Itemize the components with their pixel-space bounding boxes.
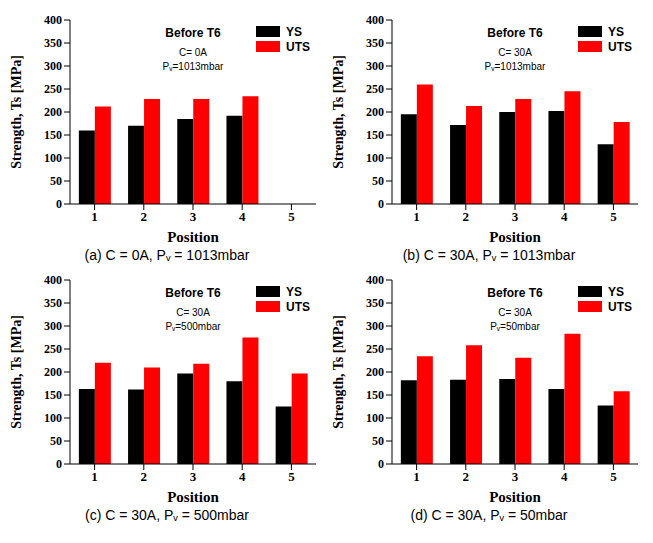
svg-text:400: 400 (44, 13, 62, 27)
svg-text:250: 250 (44, 342, 62, 356)
svg-text:1: 1 (91, 209, 98, 224)
html-text:UTS: UTS (608, 299, 632, 314)
svg-text:2: 2 (141, 209, 148, 224)
html-text:UTS: UTS (286, 39, 310, 54)
svg-text:Position: Position (167, 229, 219, 244)
svg-text:50: 50 (50, 434, 62, 448)
svg-text:50: 50 (372, 434, 384, 448)
svg-text:350: 350 (366, 296, 384, 310)
svg-text:Strength, Ts [MPa]: Strength, Ts [MPa] (9, 315, 24, 429)
html-text:C= 0A: C= 0A (179, 47, 207, 58)
html-text:(b) C = 30A, Pᵥ = 1013mbar: (b) C = 30A, Pᵥ = 1013mbar (402, 247, 576, 263)
svg-text:4: 4 (239, 209, 246, 224)
html-text:(a) C = 0A, Pᵥ = 1013mbar: (a) C = 0A, Pᵥ = 1013mbar (84, 247, 250, 263)
svg-text:400: 400 (366, 13, 384, 27)
svg-text:300: 300 (44, 319, 62, 333)
svg-text:200: 200 (366, 105, 384, 119)
html-text:YS: YS (608, 24, 624, 39)
svg-text:Strength, Ts [MPa]: Strength, Ts [MPa] (9, 55, 24, 169)
svg-text:250: 250 (44, 82, 62, 96)
svg-text:1: 1 (91, 469, 98, 484)
svg-text:250: 250 (366, 342, 384, 356)
html-text:C= 30A: C= 30A (498, 47, 532, 58)
svg-text:300: 300 (44, 59, 62, 73)
svg-text:4: 4 (561, 469, 568, 484)
svg-text:1: 1 (413, 209, 420, 224)
svg-text:350: 350 (44, 36, 62, 50)
html-text:YS: YS (286, 24, 302, 39)
svg-text:2: 2 (463, 209, 470, 224)
html-text:UTS: UTS (286, 299, 310, 314)
svg-text:100: 100 (44, 151, 62, 165)
svg-text:200: 200 (366, 365, 384, 379)
svg-text:4: 4 (561, 209, 568, 224)
svg-text:50: 50 (50, 174, 62, 188)
svg-text:0: 0 (56, 197, 62, 211)
svg-text:100: 100 (366, 151, 384, 165)
svg-text:3: 3 (512, 209, 519, 224)
html-text:C= 30A: C= 30A (498, 307, 532, 318)
svg-text:3: 3 (190, 209, 197, 224)
svg-text:0: 0 (56, 457, 62, 471)
svg-text:Position: Position (167, 489, 219, 504)
svg-text:1: 1 (413, 469, 420, 484)
html-text:Before T6: Before T6 (165, 286, 221, 300)
svg-text:Strength, Ts [MPa]: Strength, Ts [MPa] (331, 315, 346, 429)
html-text:Pᵥ=1013mbar: Pᵥ=1013mbar (162, 61, 224, 72)
html-text:YS: YS (286, 284, 302, 299)
svg-text:300: 300 (366, 319, 384, 333)
svg-text:5: 5 (288, 469, 295, 484)
svg-text:400: 400 (366, 273, 384, 287)
svg-text:5: 5 (610, 209, 617, 224)
svg-text:Strength, Ts [MPa]: Strength, Ts [MPa] (331, 55, 346, 169)
html-text:Before T6: Before T6 (487, 286, 543, 300)
svg-text:0: 0 (378, 197, 384, 211)
svg-text:100: 100 (366, 411, 384, 425)
html-text:(c) C = 30A, Pᵥ = 500mbar: (c) C = 30A, Pᵥ = 500mbar (85, 507, 249, 523)
svg-text:200: 200 (44, 105, 62, 119)
html-text:Before T6: Before T6 (487, 26, 543, 40)
svg-text:150: 150 (366, 388, 384, 402)
html-text:Pᵥ=1013mbar: Pᵥ=1013mbar (484, 61, 546, 72)
svg-text:Position: Position (489, 229, 541, 244)
svg-text:400: 400 (44, 273, 62, 287)
svg-text:5: 5 (288, 209, 295, 224)
html-text:UTS: UTS (608, 39, 632, 54)
svg-text:5: 5 (610, 469, 617, 484)
html-text:C= 30A: C= 30A (176, 307, 210, 318)
svg-text:350: 350 (44, 296, 62, 310)
svg-text:3: 3 (512, 469, 519, 484)
svg-text:3: 3 (190, 469, 197, 484)
html-text:Pᵥ=50mbar: Pᵥ=50mbar (490, 321, 540, 332)
svg-text:350: 350 (366, 36, 384, 50)
svg-text:2: 2 (463, 469, 470, 484)
html-text:YS: YS (608, 284, 624, 299)
svg-text:4: 4 (239, 469, 246, 484)
svg-text:2: 2 (141, 469, 148, 484)
svg-text:Position: Position (489, 489, 541, 504)
svg-text:100: 100 (44, 411, 62, 425)
svg-text:50: 50 (372, 174, 384, 188)
html-text:(d) C = 30A, Pᵥ = 50mbar: (d) C = 30A, Pᵥ = 50mbar (410, 507, 568, 523)
svg-text:250: 250 (366, 82, 384, 96)
svg-text:0: 0 (378, 457, 384, 471)
svg-text:150: 150 (44, 388, 62, 402)
svg-text:300: 300 (366, 59, 384, 73)
svg-text:150: 150 (44, 128, 62, 142)
svg-text:150: 150 (366, 128, 384, 142)
html-text:Pᵥ=500mbar: Pᵥ=500mbar (165, 321, 221, 332)
svg-text:200: 200 (44, 365, 62, 379)
html-text:Before T6: Before T6 (165, 26, 221, 40)
